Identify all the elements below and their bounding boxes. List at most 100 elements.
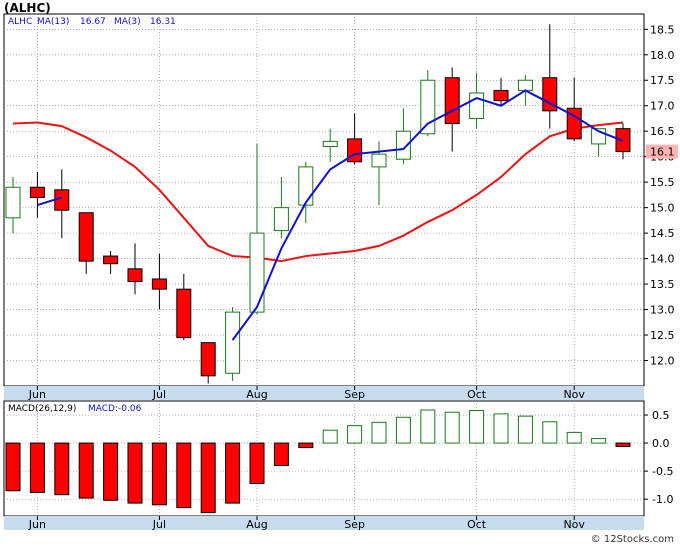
macd-bar [444,411,460,444]
last-price-tag [646,144,678,159]
candle-body [469,92,485,119]
price-x-tick-label: Jun [28,388,46,401]
price-y-tick-label: 17.0 [650,100,675,113]
macd-bar [29,442,45,493]
ma3-line [37,89,624,341]
macd-bar [347,425,363,444]
macd-panel [3,400,645,517]
candle-body [322,140,338,147]
legend-ma3-value: 16.31 [150,17,176,27]
price-y-tick-label: 14.0 [650,253,675,266]
candle-body [225,311,241,374]
price-y-tick-label: 13.5 [650,278,675,291]
macd-bar [517,415,533,444]
price-y-tick-label: 12.5 [650,329,675,342]
macd-bar [493,413,509,444]
price-x-tick-label: Jul [152,388,166,401]
price-y-tick-label: 15.5 [650,176,675,189]
macd-bar [591,438,607,444]
macd-bar [225,442,241,504]
macd-bar [54,442,70,496]
ma3-line-path [231,89,624,341]
legend-ma3-label: MA(3) [114,17,141,27]
macd-bar [200,442,216,514]
price-x-tick-label: Oct [467,388,487,401]
candle-body [249,232,265,313]
candle-body [5,186,21,219]
macd-bar [151,442,167,506]
candle-body [176,288,192,339]
price-panel [3,13,645,387]
ma13-line [12,121,624,263]
candle-body [298,166,314,206]
macd-bar [566,431,582,444]
macd-histogram [5,409,631,514]
macd-params-label: MACD(26,12,9) [8,404,76,414]
macd-bar [322,429,338,444]
macd-x-axis-band [4,516,644,530]
macd-bar [298,442,314,449]
candle-body [517,79,533,91]
macd-bar [420,409,436,444]
candle-body [78,212,94,262]
candle-body [420,79,436,135]
macd-bar [249,442,265,484]
macd-x-axis: Jun Jul Aug Sep Oct Nov [28,516,585,531]
macd-x-tick-label: Nov [563,518,585,531]
price-y-tick-label: 14.5 [650,227,675,240]
candle-body [127,268,143,283]
macd-y-tick-label: 0.0 [652,437,670,450]
price-y-axis: 12.012.513.013.514.014.515.015.516.016.5… [644,23,675,368]
candle-body [151,278,167,290]
macd-bar [371,421,387,444]
macd-bar [127,442,143,504]
macd-value-label: MACD:-0.06 [88,404,142,414]
macd-x-tick-label: Sep [344,518,365,531]
price-x-axis: Jun Jul Aug Sep Oct Nov [28,386,585,401]
candle-body [273,207,289,232]
macd-x-tick-label: Jun [28,518,46,531]
legend-ma13-value: 16.67 [80,17,106,27]
candle-body [566,107,582,140]
price-y-tick-label: 18.5 [650,23,675,36]
macd-bar [78,442,94,499]
price-y-tick-label: 18.0 [650,49,675,62]
macd-x-tick-label: Aug [246,518,267,531]
price-x-tick-label: Sep [344,388,365,401]
candle-body [29,186,45,198]
ma13-line-path [12,121,624,263]
price-y-tick-label: 16.5 [650,125,675,138]
last-price-tag-label: 16.1 [650,146,675,159]
price-x-tick-label: Aug [246,388,267,401]
macd-x-tick-label: Oct [467,518,487,531]
price-x-axis-band [4,386,644,400]
price-x-tick-label: Nov [563,388,585,401]
macd-y-tick-label: 0.5 [652,409,670,422]
price-y-tick-label: 17.5 [650,74,675,87]
candle-body [542,77,558,112]
macd-bar [176,442,192,509]
price-y-tick-label: 15.0 [650,202,675,215]
legend-ma13-label: MA(13) [37,17,69,27]
candle-body [395,130,411,160]
page-title: (ALHC) [4,1,51,15]
macd-y-tick-label: -0.5 [652,465,673,478]
macd-bar [395,416,411,444]
macd-bar [469,410,485,444]
macd-bar [615,442,631,447]
price-y-tick-label: 13.0 [650,304,675,317]
candle-body [444,77,460,125]
macd-bar [542,421,558,444]
candle-body [371,153,387,168]
macd-bar [103,442,119,501]
watermark: © 12Stocks.com [590,534,674,545]
legend-ticker: ALHC [8,17,32,27]
price-y-tick-label: 12.0 [650,355,675,368]
macd-y-tick-label: -1.0 [652,493,673,506]
candle-body [200,342,216,377]
macd-bar [5,442,21,492]
candle-body [493,89,509,102]
macd-bar [273,442,289,467]
candle-body [103,255,119,265]
